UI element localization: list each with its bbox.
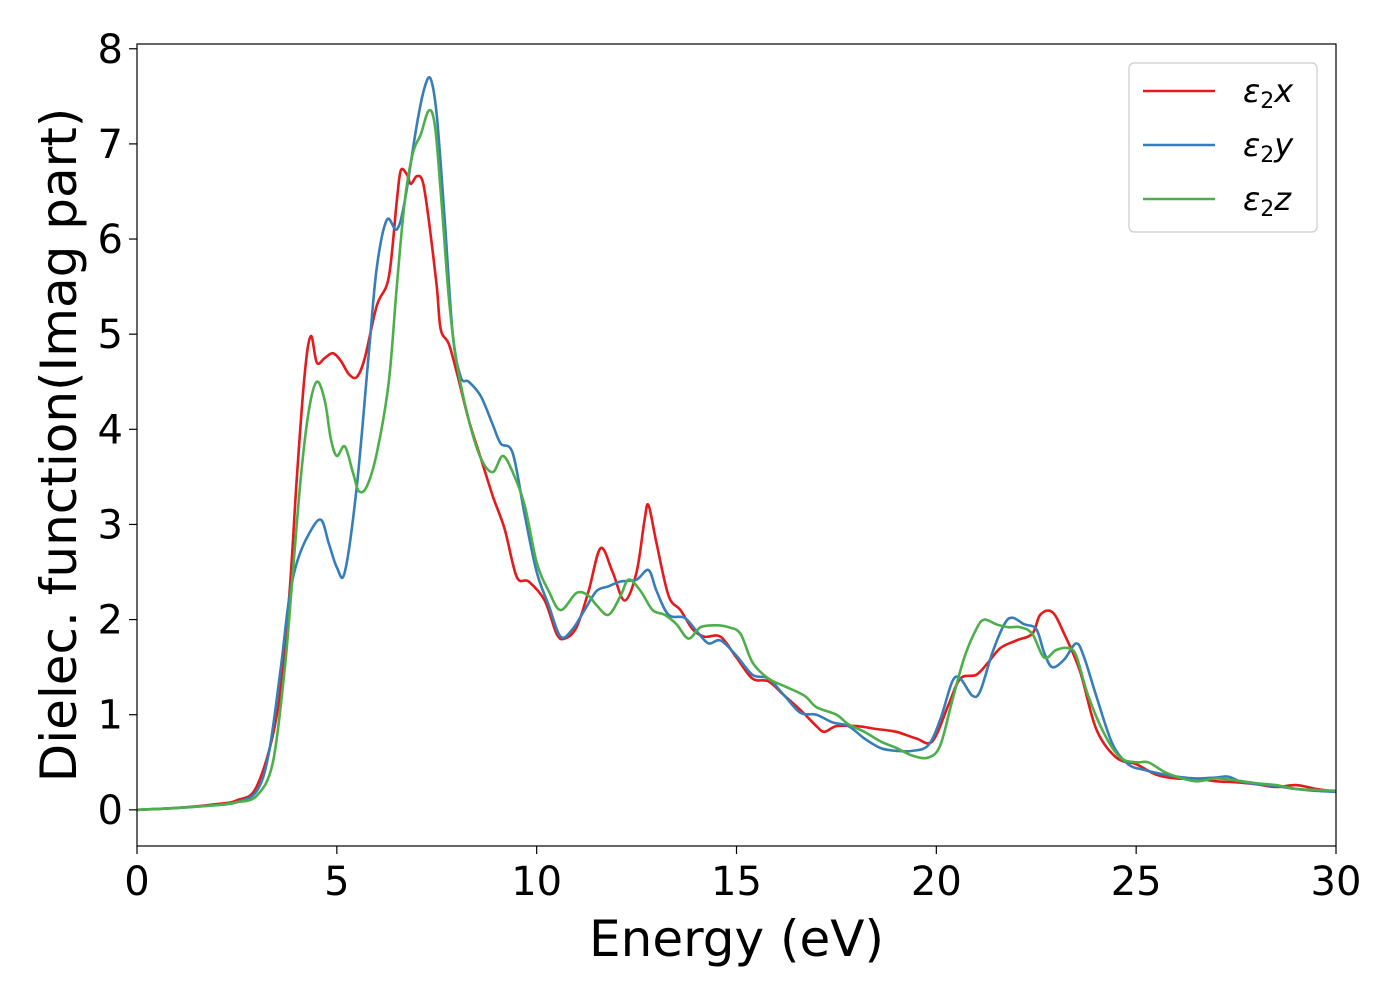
legend-label-x: ε2x — [1243, 72, 1294, 114]
legend-label-z: ε2z — [1243, 180, 1292, 222]
series-line-y — [136, 75, 1337, 812]
legend-box — [1128, 62, 1318, 233]
legend-label-y: ε2y — [1243, 126, 1294, 168]
x-tick-label: 10 — [511, 859, 562, 905]
y-tick-label: 6 — [98, 217, 123, 263]
y-tick-label: 2 — [98, 598, 123, 644]
y-tick-label: 4 — [98, 407, 123, 453]
x-tick-label: 30 — [1311, 859, 1362, 905]
y-tick-label: 5 — [98, 312, 123, 358]
x-tick-label: 25 — [1111, 859, 1162, 905]
y-axis-ticks: 0 1 2 3 4 5 6 7 8 — [98, 27, 137, 834]
y-tick-label: 0 — [98, 788, 123, 834]
y-tick-label: 3 — [98, 502, 123, 548]
legend: ε2x ε2y ε2z — [1128, 62, 1318, 233]
y-tick-label: 8 — [98, 27, 123, 73]
y-tick-label: 1 — [98, 693, 123, 739]
series-line-z — [136, 108, 1337, 812]
x-tick-label: 0 — [124, 859, 149, 905]
x-axis-label: Energy (eV) — [589, 910, 884, 968]
x-axis-ticks: 0 5 10 15 20 25 30 — [124, 846, 1361, 905]
y-tick-label: 7 — [98, 122, 123, 168]
y-axis-label: Dielec. function(Imag part) — [30, 108, 88, 783]
x-tick-label: 15 — [711, 859, 762, 905]
x-tick-label: 5 — [324, 859, 349, 905]
series-line-x — [136, 167, 1337, 812]
plot-lines — [136, 75, 1337, 812]
x-tick-label: 20 — [911, 859, 962, 905]
